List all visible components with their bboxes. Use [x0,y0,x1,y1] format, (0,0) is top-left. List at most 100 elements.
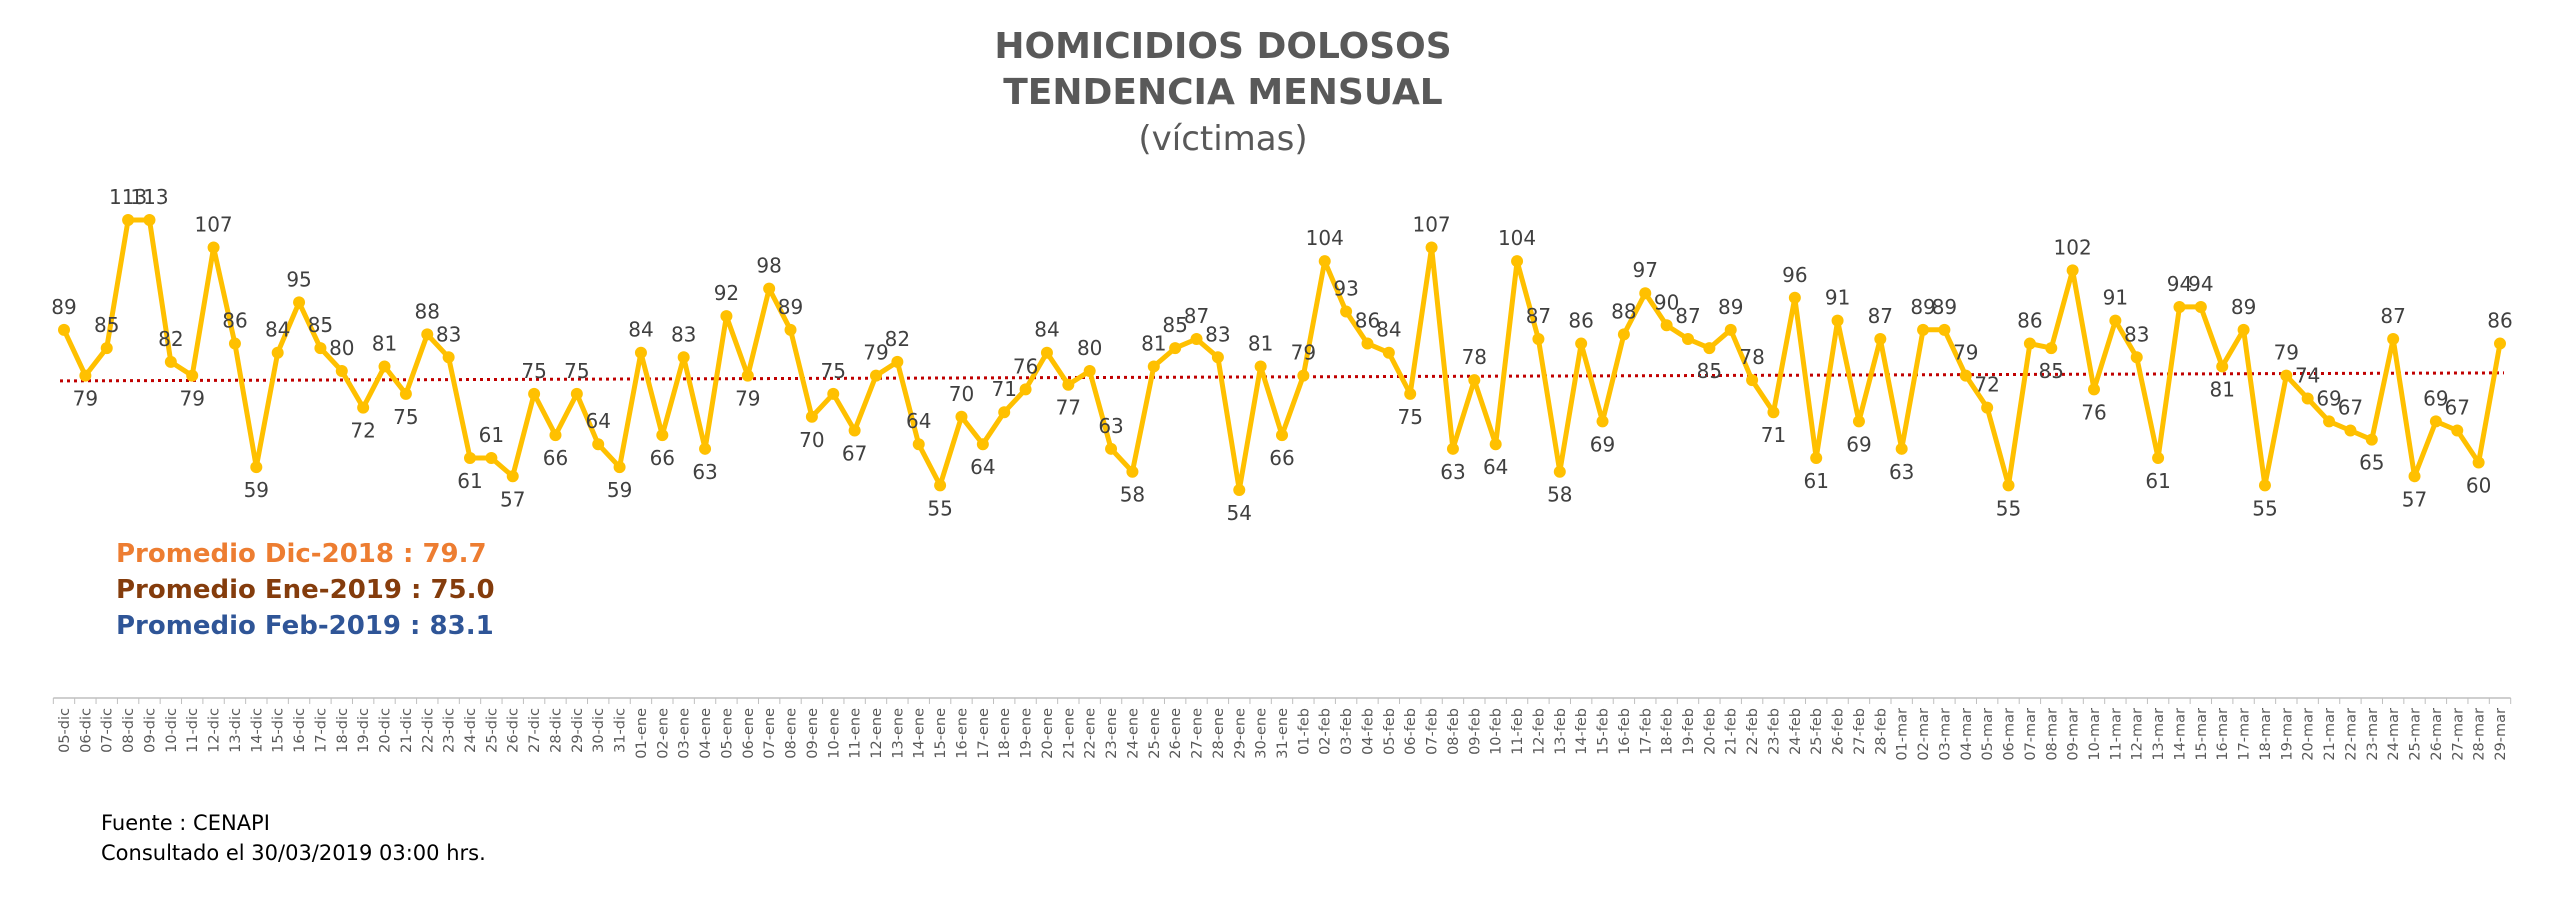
data-label: 69 [1846,432,1871,456]
x-tick-label: 25-dic [484,708,500,753]
data-label: 61 [2145,469,2170,493]
data-point [1660,319,1673,332]
x-tick-label: 19-mar [2279,708,2295,761]
data-point [912,438,925,451]
data-label: 87 [1184,304,1209,328]
data-point [741,369,754,382]
data-label: 54 [1227,501,1252,525]
data-label: 77 [1056,396,1081,420]
data-point [271,346,284,359]
data-point [1340,305,1353,318]
x-tick-label: 18-mar [2258,708,2274,761]
data-label: 69 [2316,386,2341,410]
data-label: 59 [244,478,269,502]
data-label: 81 [2209,377,2234,401]
data-point [805,410,818,423]
data-label: 64 [970,455,995,479]
data-label: 90 [1654,290,1679,314]
data-point [1062,378,1075,391]
x-tick-label: 11-mar [2108,708,2124,761]
data-point [1211,351,1224,364]
data-point [2408,470,2421,483]
data-point [2109,314,2122,327]
x-tick-label: 22-mar [2343,708,2359,761]
data-label: 88 [1611,299,1636,323]
x-tick-label: 12-mar [2130,708,2146,761]
data-point [528,387,541,400]
average-label-feb: Promedio Feb-2019 : 83.1 [116,611,494,641]
x-tick-label: 22-feb [1745,708,1761,755]
data-point [613,461,626,474]
data-label: 81 [1248,331,1273,355]
x-tick-label: 13-feb [1553,708,1569,755]
x-tick-label: 07-feb [1425,708,1441,755]
data-point [1917,323,1930,336]
x-tick-label: 31-dic [613,708,629,753]
data-point [976,438,989,451]
data-point [399,387,412,400]
data-label: 85 [1697,359,1722,383]
data-point [1724,323,1737,336]
data-label: 84 [1034,318,1059,342]
data-point [699,442,712,455]
data-label: 86 [2487,309,2512,333]
data-label: 78 [1462,345,1487,369]
data-point [2066,264,2079,277]
data-label: 75 [521,359,546,383]
data-point [2173,300,2186,313]
x-tick-label: 07-ene [762,708,778,759]
x-tick-label: 27-ene [1190,708,1206,759]
data-label: 83 [2124,322,2149,346]
data-point [1532,332,1545,345]
x-tick-label: 29-ene [1232,708,1248,759]
data-point [1938,323,1951,336]
data-label: 58 [1120,483,1145,507]
data-point [485,451,498,464]
data-point [1874,332,1887,345]
x-tick-label: 30-dic [591,708,607,753]
data-label: 59 [607,478,632,502]
x-tick-label: 26-mar [2429,708,2445,761]
data-label: 87 [2380,304,2405,328]
x-tick-label: 06-dic [78,708,94,753]
x-tick-label: 20-feb [1702,708,1718,755]
x-tick-label: 15-feb [1596,708,1612,755]
x-tick-label: 20-mar [2301,708,2317,761]
data-label: 87 [1675,304,1700,328]
x-tick-label: 11-feb [1510,708,1526,755]
x-tick-label: 26-feb [1831,708,1847,755]
x-tick-label: 05-mar [1980,708,1996,761]
x-tick-label: 29-mar [2493,708,2509,761]
data-point [2323,415,2336,428]
x-tick-label: 08-mar [2044,708,2060,761]
x-tick-label: 04-feb [1360,708,1376,755]
data-label: 61 [1803,469,1828,493]
data-point [1297,369,1310,382]
data-point [1169,342,1182,355]
data-point [1468,374,1481,387]
x-tick-label: 21-dic [399,708,415,753]
data-point [1105,442,1118,455]
data-label: 96 [1782,263,1807,287]
data-label: 55 [1996,496,2021,520]
x-tick-label: 25-mar [2408,708,2424,761]
data-point [442,351,455,364]
data-point [314,342,327,355]
data-label: 63 [1098,414,1123,438]
data-point [186,369,199,382]
data-label: 83 [436,322,461,346]
data-point [2194,300,2207,313]
data-label: 72 [1974,373,1999,397]
data-point [2045,342,2058,355]
x-tick-label: 15-ene [933,708,949,759]
data-label: 75 [1397,405,1422,429]
data-point [1404,387,1417,400]
data-label: 55 [927,496,952,520]
x-tick-label: 08-ene [784,708,800,759]
data-point [122,214,135,226]
x-tick-label: 11-dic [185,708,201,753]
data-point [250,461,263,474]
data-label: 83 [1205,322,1230,346]
x-tick-label: 27-feb [1852,708,1868,755]
data-point [2258,479,2271,492]
